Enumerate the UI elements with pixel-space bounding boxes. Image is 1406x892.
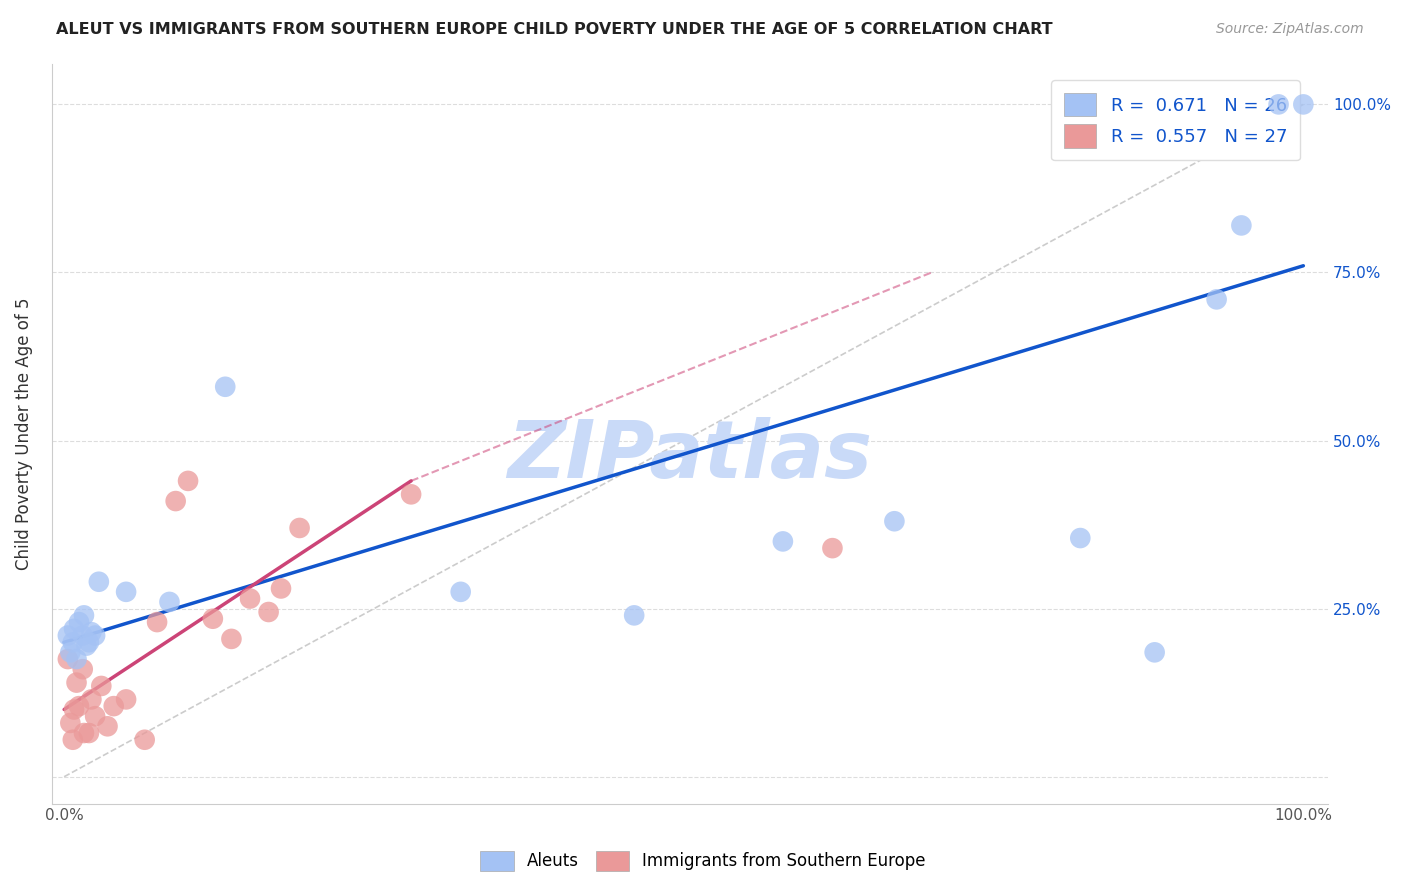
Point — [65, 652, 87, 666]
Point — [821, 541, 844, 556]
Point — [159, 595, 181, 609]
Legend: R =  0.671   N = 26, R =  0.557   N = 27: R = 0.671 N = 26, R = 0.557 N = 27 — [1052, 80, 1301, 161]
Point — [73, 608, 96, 623]
Point — [77, 635, 100, 649]
Point — [146, 615, 169, 629]
Point — [80, 692, 103, 706]
Point — [772, 534, 794, 549]
Point — [214, 380, 236, 394]
Point — [75, 639, 97, 653]
Point — [1069, 531, 1091, 545]
Point — [201, 612, 224, 626]
Point — [1230, 219, 1253, 233]
Point — [177, 474, 200, 488]
Point — [103, 699, 125, 714]
Point — [62, 635, 84, 649]
Point — [239, 591, 262, 606]
Point — [73, 726, 96, 740]
Y-axis label: Child Poverty Under the Age of 5: Child Poverty Under the Age of 5 — [15, 298, 32, 570]
Point — [62, 732, 84, 747]
Point — [84, 628, 107, 642]
Legend: Aleuts, Immigrants from Southern Europe: Aleuts, Immigrants from Southern Europe — [472, 842, 934, 880]
Point — [65, 675, 87, 690]
Text: Source: ZipAtlas.com: Source: ZipAtlas.com — [1216, 22, 1364, 37]
Point — [399, 487, 422, 501]
Point — [72, 628, 94, 642]
Point — [90, 679, 112, 693]
Point — [80, 625, 103, 640]
Point — [84, 709, 107, 723]
Point — [63, 702, 86, 716]
Point — [115, 692, 138, 706]
Point — [115, 584, 138, 599]
Point — [67, 699, 90, 714]
Point — [87, 574, 110, 589]
Point — [1267, 97, 1289, 112]
Text: ALEUT VS IMMIGRANTS FROM SOUTHERN EUROPE CHILD POVERTY UNDER THE AGE OF 5 CORREL: ALEUT VS IMMIGRANTS FROM SOUTHERN EUROPE… — [56, 22, 1053, 37]
Point — [59, 715, 82, 730]
Point — [623, 608, 645, 623]
Point — [63, 622, 86, 636]
Point — [67, 615, 90, 629]
Point — [1143, 645, 1166, 659]
Point — [257, 605, 280, 619]
Point — [1292, 97, 1315, 112]
Point — [77, 726, 100, 740]
Point — [883, 514, 905, 528]
Point — [96, 719, 118, 733]
Point — [59, 645, 82, 659]
Point — [134, 732, 156, 747]
Point — [450, 584, 472, 599]
Point — [56, 628, 79, 642]
Point — [56, 652, 79, 666]
Point — [1205, 293, 1227, 307]
Text: ZIPatlas: ZIPatlas — [508, 417, 873, 495]
Point — [221, 632, 243, 646]
Point — [288, 521, 311, 535]
Point — [72, 662, 94, 676]
Point — [270, 582, 292, 596]
Point — [165, 494, 187, 508]
